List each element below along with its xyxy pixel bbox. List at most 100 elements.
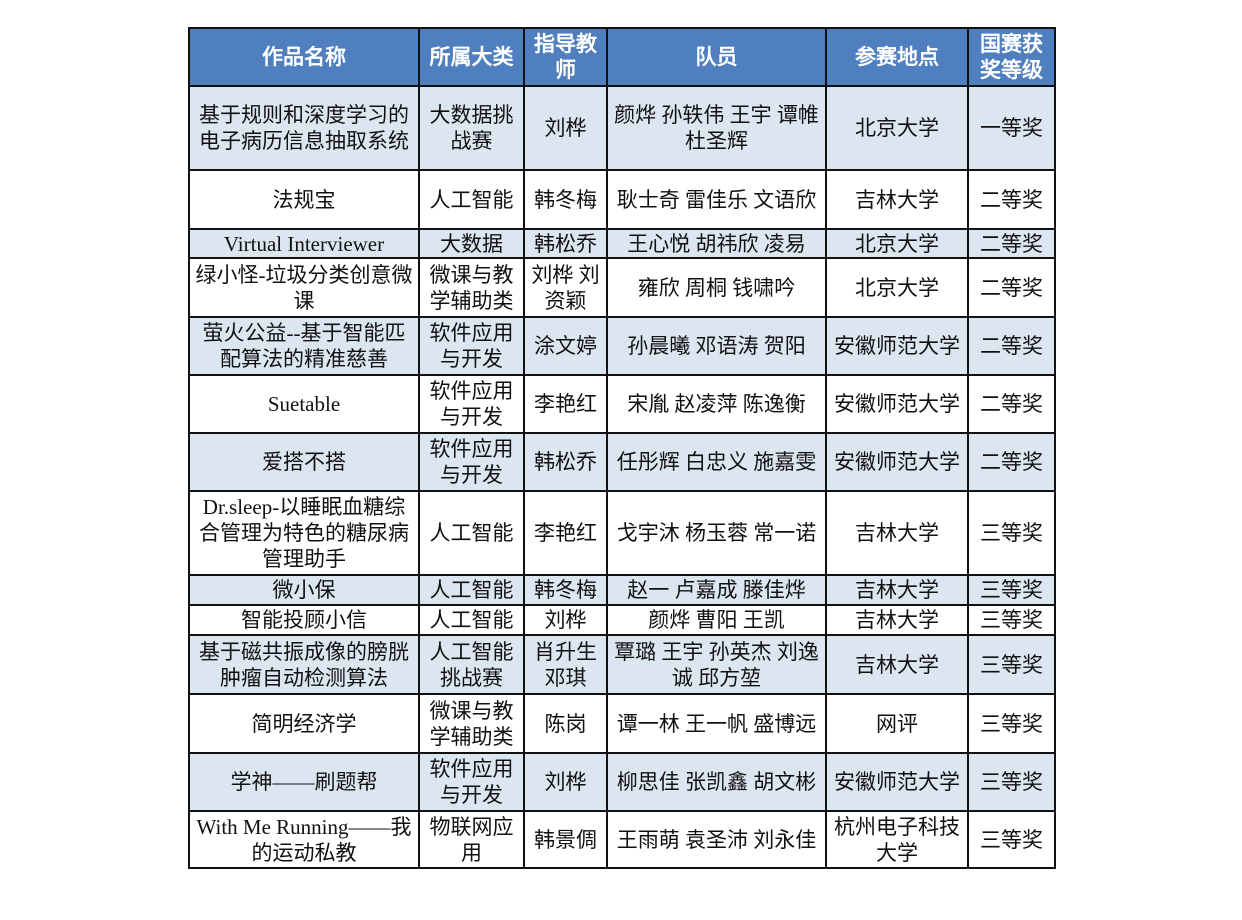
category-cell: 人工智能 [418, 574, 525, 606]
members-cell: 王心悦 胡祎欣 凌易 [606, 228, 827, 259]
advisor-cell: 韩冬梅 [523, 574, 608, 606]
project-name-cell: 基于磁共振成像的膀胱肿瘤自动检测算法 [188, 634, 420, 695]
award-level-cell: 三等奖 [967, 490, 1056, 576]
advisor-cell: 刘桦 [523, 85, 608, 171]
project-name-cell: Virtual Interviewer [188, 228, 420, 259]
advisor-cell: 陈岗 [523, 693, 608, 754]
header-members: 队员 [606, 27, 827, 87]
category-cell: 大数据 [418, 228, 525, 259]
header-row: 作品名称 所属大类 指导教师 队员 参赛地点 国赛获奖等级 [188, 27, 1056, 87]
venue-cell: 安徽师范大学 [825, 374, 969, 434]
project-name-cell: 智能投顾小信 [188, 604, 420, 636]
table-row: 学神——刷题帮 软件应用与开发 刘桦 柳思佳 张凯鑫 胡文彬 安徽师范大学 三等奖 [188, 752, 1056, 812]
table-row: 基于规则和深度学习的电子病历信息抽取系统 大数据挑战赛 刘桦 颜烨 孙轶伟 王宇 谭帷… [188, 85, 1056, 171]
table-row: 微小保 人工智能 韩冬梅 赵一 卢嘉成 滕佳烨 吉林大学 三等奖 [188, 574, 1056, 606]
category-cell: 人工智能 [418, 490, 525, 576]
advisor-cell: 韩松乔 [523, 228, 608, 259]
category-cell: 软件应用与开发 [418, 752, 525, 812]
advisor-cell: 涂文婷 [523, 316, 608, 376]
award-level-cell: 二等奖 [967, 316, 1056, 376]
members-cell: 雍欣 周桐 钱啸吟 [606, 257, 827, 318]
award-level-cell: 三等奖 [967, 693, 1056, 754]
venue-cell: 安徽师范大学 [825, 432, 969, 492]
venue-cell: 北京大学 [825, 257, 969, 318]
table-row: Dr.sleep-以睡眠血糖综合管理为特色的糖尿病管理助手 人工智能 李艳红 戈宇沐 … [188, 490, 1056, 576]
table-row: 萤火公益--基于智能匹配算法的精准慈善 软件应用与开发 涂文婷 孙晨曦 邓语涛 贺阳安… [188, 316, 1056, 376]
project-name-cell: With Me Running——我的运动私教 [188, 810, 420, 869]
table-row: Suetable 软件应用与开发 李艳红 宋胤 赵凌萍 陈逸衡 安徽师范大学 二等奖 [188, 374, 1056, 434]
award-level-cell: 三等奖 [967, 752, 1056, 812]
award-level-cell: 二等奖 [967, 169, 1056, 230]
category-cell: 软件应用与开发 [418, 374, 525, 434]
award-level-cell: 二等奖 [967, 374, 1056, 434]
members-cell: 赵一 卢嘉成 滕佳烨 [606, 574, 827, 606]
table-row: 绿小怪-垃圾分类创意微课 微课与教学辅助类 刘桦 刘资颖 雍欣 周桐 钱啸吟 北京大学二… [188, 257, 1056, 318]
project-name-cell: 微小保 [188, 574, 420, 606]
award-level-cell: 三等奖 [967, 574, 1056, 606]
table-row: 基于磁共振成像的膀胱肿瘤自动检测算法 人工智能挑战赛 肖升生 邓琪 覃璐 王宇 孙英杰… [188, 634, 1056, 695]
project-name-cell: 法规宝 [188, 169, 420, 230]
table-row: 简明经济学 微课与教学辅助类 陈岗 谭一林 王一帆 盛博远 网评 三等奖 [188, 693, 1056, 754]
advisor-cell: 韩冬梅 [523, 169, 608, 230]
category-cell: 微课与教学辅助类 [418, 257, 525, 318]
members-cell: 颜烨 孙轶伟 王宇 谭帷 杜圣辉 [606, 85, 827, 171]
advisor-cell: 刘桦 [523, 604, 608, 636]
members-cell: 王雨萌 袁圣沛 刘永佳 [606, 810, 827, 869]
advisor-cell: 刘桦 [523, 752, 608, 812]
members-cell: 孙晨曦 邓语涛 贺阳 [606, 316, 827, 376]
header-project-name: 作品名称 [188, 27, 420, 87]
table-row: With Me Running——我的运动私教 物联网应用 韩景倜 王雨萌 袁圣沛 刘… [188, 810, 1056, 869]
members-cell: 任彤辉 白忠义 施嘉雯 [606, 432, 827, 492]
award-level-cell: 二等奖 [967, 228, 1056, 259]
header-venue: 参赛地点 [825, 27, 969, 87]
venue-cell: 吉林大学 [825, 634, 969, 695]
members-cell: 柳思佳 张凯鑫 胡文彬 [606, 752, 827, 812]
category-cell: 人工智能 [418, 604, 525, 636]
project-name-cell: 萤火公益--基于智能匹配算法的精准慈善 [188, 316, 420, 376]
venue-cell: 安徽师范大学 [825, 752, 969, 812]
table-row: 智能投顾小信 人工智能 刘桦 颜烨 曹阳 王凯 吉林大学 三等奖 [188, 604, 1056, 636]
category-cell: 人工智能 [418, 169, 525, 230]
table-row: 爱搭不搭 软件应用与开发 韩松乔 任彤辉 白忠义 施嘉雯 安徽师范大学 二等奖 [188, 432, 1056, 492]
project-name-cell: Suetable [188, 374, 420, 434]
members-cell: 颜烨 曹阳 王凯 [606, 604, 827, 636]
header-category: 所属大类 [418, 27, 525, 87]
award-level-cell: 一等奖 [967, 85, 1056, 171]
project-name-cell: 简明经济学 [188, 693, 420, 754]
members-cell: 谭一林 王一帆 盛博远 [606, 693, 827, 754]
project-name-cell: Dr.sleep-以睡眠血糖综合管理为特色的糖尿病管理助手 [188, 490, 420, 576]
members-cell: 宋胤 赵凌萍 陈逸衡 [606, 374, 827, 434]
award-level-cell: 二等奖 [967, 257, 1056, 318]
award-level-cell: 二等奖 [967, 432, 1056, 492]
members-cell: 覃璐 王宇 孙英杰 刘逸诚 邱方堃 [606, 634, 827, 695]
category-cell: 微课与教学辅助类 [418, 693, 525, 754]
venue-cell: 安徽师范大学 [825, 316, 969, 376]
header-advisor: 指导教师 [523, 27, 608, 87]
table-row: Virtual Interviewer 大数据 韩松乔 王心悦 胡祎欣 凌易 北京大学二… [188, 228, 1056, 259]
category-cell: 大数据挑战赛 [418, 85, 525, 171]
venue-cell: 吉林大学 [825, 169, 969, 230]
members-cell: 戈宇沐 杨玉蓉 常一诺 [606, 490, 827, 576]
venue-cell: 杭州电子科技大学 [825, 810, 969, 869]
category-cell: 人工智能挑战赛 [418, 634, 525, 695]
advisor-cell: 李艳红 [523, 490, 608, 576]
award-level-cell: 三等奖 [967, 634, 1056, 695]
award-level-cell: 三等奖 [967, 810, 1056, 869]
award-level-cell: 三等奖 [967, 604, 1056, 636]
category-cell: 软件应用与开发 [418, 316, 525, 376]
project-name-cell: 学神——刷题帮 [188, 752, 420, 812]
advisor-cell: 李艳红 [523, 374, 608, 434]
awards-table: 作品名称 所属大类 指导教师 队员 参赛地点 国赛获奖等级 基于规则和深度学习的电子病历信… [188, 27, 1056, 869]
advisor-cell: 韩松乔 [523, 432, 608, 492]
advisor-cell: 肖升生 邓琪 [523, 634, 608, 695]
table-row: 法规宝 人工智能 韩冬梅 耿士奇 雷佳乐 文语欣 吉林大学 二等奖 [188, 169, 1056, 230]
venue-cell: 吉林大学 [825, 574, 969, 606]
advisor-cell: 刘桦 刘资颖 [523, 257, 608, 318]
project-name-cell: 爱搭不搭 [188, 432, 420, 492]
advisor-cell: 韩景倜 [523, 810, 608, 869]
project-name-cell: 基于规则和深度学习的电子病历信息抽取系统 [188, 85, 420, 171]
header-award-level: 国赛获奖等级 [967, 27, 1056, 87]
venue-cell: 吉林大学 [825, 604, 969, 636]
venue-cell: 吉林大学 [825, 490, 969, 576]
venue-cell: 北京大学 [825, 85, 969, 171]
